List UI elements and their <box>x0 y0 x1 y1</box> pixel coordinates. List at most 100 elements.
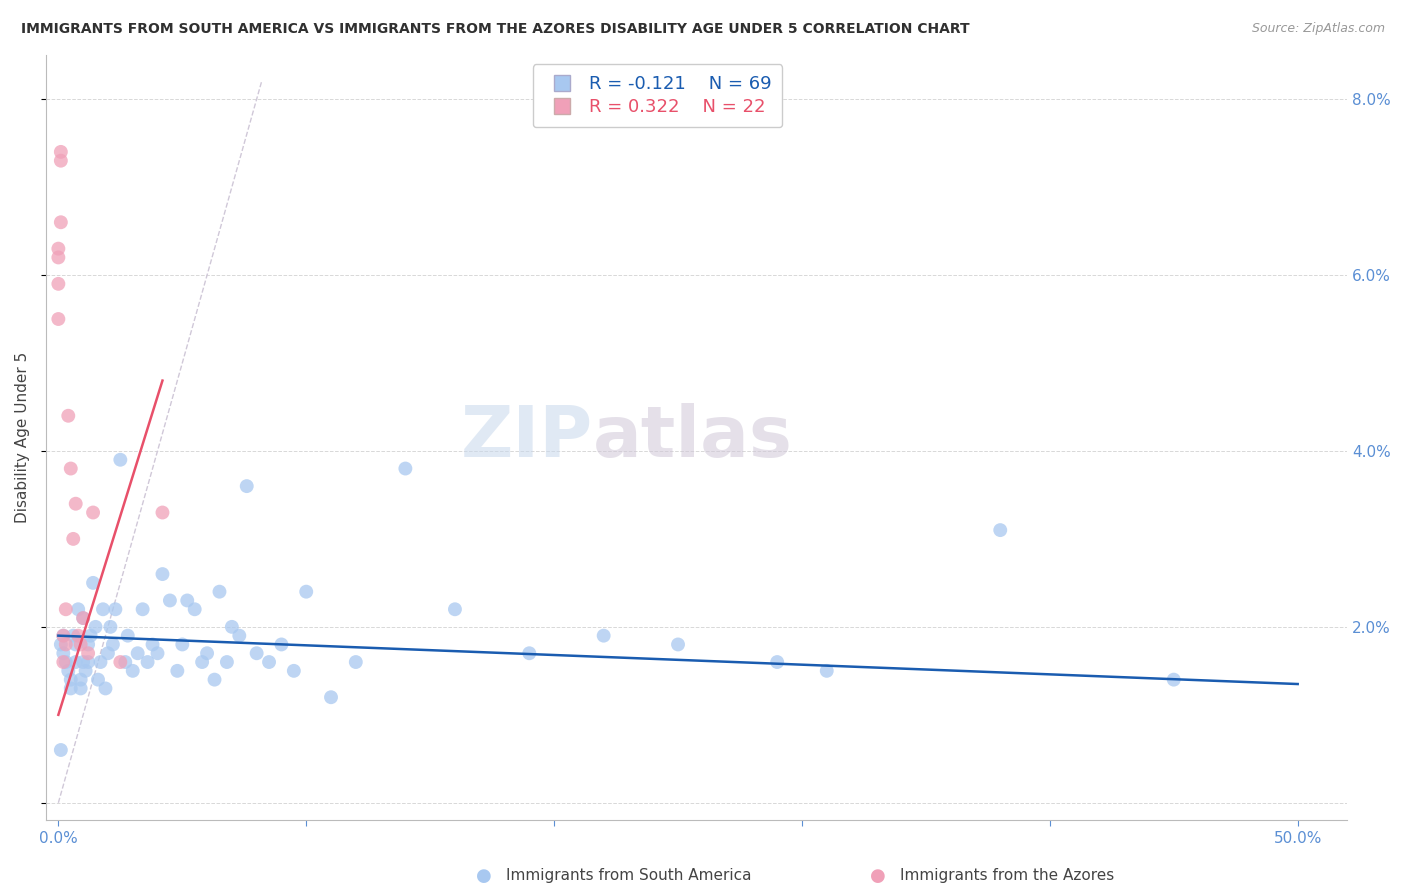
Text: IMMIGRANTS FROM SOUTH AMERICA VS IMMIGRANTS FROM THE AZORES DISABILITY AGE UNDER: IMMIGRANTS FROM SOUTH AMERICA VS IMMIGRA… <box>21 22 970 37</box>
Text: ZIP: ZIP <box>460 403 592 472</box>
Point <box>666 637 689 651</box>
Point <box>94 681 117 696</box>
Point <box>49 145 72 159</box>
Point <box>110 655 132 669</box>
Point <box>215 655 238 669</box>
Point <box>246 646 269 660</box>
Point <box>84 620 107 634</box>
Point <box>97 646 120 660</box>
Point <box>55 637 77 651</box>
Point <box>208 584 231 599</box>
Point <box>52 646 75 660</box>
Point <box>988 523 1011 537</box>
Point <box>176 593 198 607</box>
Point <box>77 646 100 660</box>
Point <box>172 637 194 651</box>
Point <box>49 743 72 757</box>
Point <box>815 664 838 678</box>
Point <box>55 655 77 669</box>
Point <box>72 611 94 625</box>
Point <box>77 655 100 669</box>
Point <box>72 611 94 625</box>
Point <box>131 602 153 616</box>
Point <box>592 629 614 643</box>
Point <box>82 575 104 590</box>
Point <box>100 620 122 634</box>
Point <box>191 655 214 669</box>
Point <box>91 602 114 616</box>
Point <box>121 664 143 678</box>
Point <box>195 646 218 660</box>
Point <box>58 664 80 678</box>
Point <box>89 655 111 669</box>
Text: Immigrants from South America: Immigrants from South America <box>506 869 752 883</box>
Y-axis label: Disability Age Under 5: Disability Age Under 5 <box>15 352 30 524</box>
Point <box>228 629 250 643</box>
Text: Source: ZipAtlas.com: Source: ZipAtlas.com <box>1251 22 1385 36</box>
Point <box>65 497 87 511</box>
Point <box>79 629 101 643</box>
Point <box>48 277 70 291</box>
Point <box>48 312 70 326</box>
Point <box>114 655 136 669</box>
Point <box>49 153 72 168</box>
Text: ●: ● <box>870 867 886 885</box>
Point <box>152 506 174 520</box>
Point <box>117 629 139 643</box>
Point <box>444 602 467 616</box>
Point <box>72 655 94 669</box>
Text: atlas: atlas <box>592 403 793 472</box>
Point <box>1163 673 1185 687</box>
Point <box>394 461 416 475</box>
Point <box>257 655 280 669</box>
Point <box>65 655 87 669</box>
Point <box>59 681 82 696</box>
Point <box>235 479 257 493</box>
Point <box>49 215 72 229</box>
Point <box>159 593 181 607</box>
Point <box>270 637 292 651</box>
Point <box>69 681 91 696</box>
Point <box>87 673 110 687</box>
Point <box>48 251 70 265</box>
Point <box>67 602 90 616</box>
Point <box>75 664 97 678</box>
Point <box>166 664 188 678</box>
Point <box>142 637 165 651</box>
Point <box>69 673 91 687</box>
Point <box>52 655 75 669</box>
Text: ●: ● <box>477 867 492 885</box>
Point <box>77 637 100 651</box>
Point <box>55 602 77 616</box>
Point <box>110 452 132 467</box>
Point <box>49 637 72 651</box>
Point <box>204 673 226 687</box>
Point <box>65 637 87 651</box>
Point <box>52 629 75 643</box>
Point <box>48 242 70 256</box>
Point <box>69 637 91 651</box>
Point <box>127 646 149 660</box>
Point <box>67 629 90 643</box>
Point <box>517 646 540 660</box>
Point <box>52 629 75 643</box>
Point <box>295 584 318 599</box>
Point <box>146 646 169 660</box>
Point <box>59 461 82 475</box>
Legend: R = -0.121    N = 69, R = 0.322    N = 22: R = -0.121 N = 69, R = 0.322 N = 22 <box>533 64 782 128</box>
Point <box>152 567 174 582</box>
Point <box>59 673 82 687</box>
Text: Immigrants from the Azores: Immigrants from the Azores <box>900 869 1114 883</box>
Point <box>62 532 84 546</box>
Point <box>82 506 104 520</box>
Point <box>136 655 159 669</box>
Point <box>344 655 367 669</box>
Point <box>62 629 84 643</box>
Point <box>183 602 205 616</box>
Point <box>319 690 342 705</box>
Point <box>58 409 80 423</box>
Point <box>101 637 124 651</box>
Point <box>104 602 127 616</box>
Point <box>221 620 243 634</box>
Point <box>283 664 305 678</box>
